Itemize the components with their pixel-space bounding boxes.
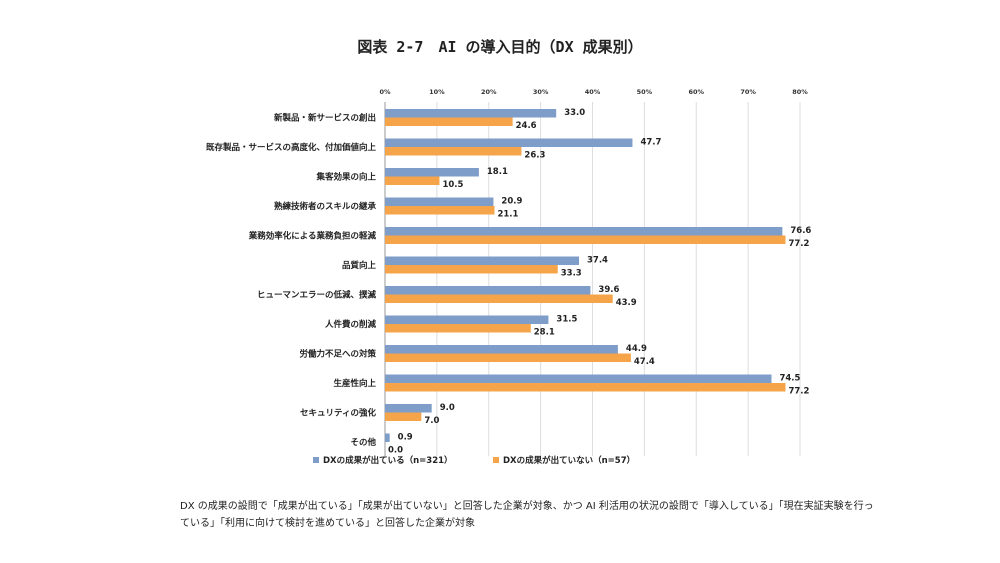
bar-dx-success: [385, 227, 783, 236]
data-label: 18.1: [487, 167, 508, 177]
bar-dx-success: [385, 433, 390, 442]
data-label: 44.9: [626, 344, 647, 354]
data-label: 43.9: [616, 298, 637, 308]
bar-dx-no-success: [385, 412, 422, 421]
category-label: 業務効率化による業務負担の軽減: [248, 231, 377, 242]
bar-dx-success: [385, 404, 432, 413]
bar-dx-no-success: [385, 383, 786, 392]
data-label: 24.6: [516, 121, 537, 131]
data-label: 0.9: [398, 433, 413, 443]
bar-dx-no-success: [385, 294, 613, 303]
data-label: 9.0: [440, 403, 455, 413]
category-label: 生産性向上: [333, 378, 376, 389]
data-label: 28.1: [534, 328, 555, 338]
data-label: 0.0: [388, 446, 403, 456]
x-tick-label: 80%: [792, 88, 808, 96]
data-label: 20.9: [501, 197, 522, 207]
x-tick-label: 40%: [585, 88, 601, 96]
data-label: 7.0: [424, 416, 439, 426]
bar-chart: 0% 10% 20% 30% 40% 50% 60% 70% 80% 新製品・新サービスの創出 33…: [206, 88, 811, 466]
category-label: 熟練技術者のスキルの継承: [274, 201, 377, 212]
bar-dx-no-success: [385, 176, 440, 185]
x-tick-label: 50%: [637, 88, 653, 96]
data-label: 37.4: [587, 256, 608, 266]
category-label: 人件費の削減: [325, 319, 377, 330]
bar-dx-no-success: [385, 147, 522, 156]
x-tick-label: 10%: [429, 88, 445, 96]
legend-swatch-dx-success: [313, 457, 319, 463]
data-label: 77.2: [788, 387, 809, 397]
data-label: 33.0: [564, 108, 585, 118]
bar-dx-no-success: [385, 117, 513, 126]
data-label: 39.6: [598, 285, 619, 295]
data-label: 47.4: [634, 357, 655, 367]
footnote: DX の成果の設問で「成果が出ている」「成果が出ていない」と回答した企業が対象、…: [180, 501, 874, 529]
data-label: 21.1: [497, 210, 518, 220]
x-tick-label: 30%: [533, 88, 549, 96]
bar-dx-success: [385, 374, 772, 383]
x-tick-label: 70%: [740, 88, 756, 96]
bar-dx-success: [385, 109, 557, 118]
bar-dx-success: [385, 345, 618, 354]
data-label: 33.3: [561, 269, 582, 279]
category-label: 新製品・新サービスの創出: [274, 113, 376, 124]
category-label: セキュリティの強化: [300, 408, 376, 419]
legend-swatch-dx-no-success: [493, 457, 499, 463]
category-label: ヒューマンエラーの低減、撲滅: [257, 290, 377, 301]
bar-dx-no-success: [385, 324, 531, 333]
category-label: 労働力不足への対策: [299, 349, 376, 360]
legend-label: DXの成果が出ている（n=321）: [323, 455, 453, 466]
bar-dx-success: [385, 256, 580, 265]
bar-dx-no-success: [385, 206, 495, 215]
bar-dx-success: [385, 286, 591, 295]
category-label: 集客効果の向上: [315, 172, 376, 183]
bar-dx-no-success: [385, 235, 786, 244]
bar-dx-success: [385, 168, 479, 177]
bar-dx-success: [385, 197, 494, 206]
data-label: 77.2: [788, 239, 809, 249]
chart-title: 図表 2-7 AI の導入目的（DX 成果別）: [357, 38, 643, 56]
category-label: その他: [350, 437, 376, 448]
bar-dx-no-success: [385, 353, 631, 362]
bar-dx-success: [385, 315, 549, 324]
data-label: 74.5: [779, 374, 800, 384]
data-label: 26.3: [524, 151, 545, 161]
category-label: 既存製品・サービスの高度化、付加価値向上: [206, 142, 377, 153]
category-label: 品質向上: [342, 260, 377, 271]
x-tick-label: 0%: [379, 88, 391, 96]
x-tick-label: 20%: [481, 88, 497, 96]
data-label: 47.7: [640, 138, 661, 148]
x-tick-label: 60%: [688, 88, 704, 96]
data-label: 31.5: [556, 315, 577, 325]
bar-dx-success: [385, 138, 633, 147]
data-label: 10.5: [442, 180, 463, 190]
bar-dx-no-success: [385, 265, 558, 274]
data-label: 76.6: [790, 226, 811, 236]
legend-label: DXの成果が出ていない（n=57）: [503, 455, 635, 466]
